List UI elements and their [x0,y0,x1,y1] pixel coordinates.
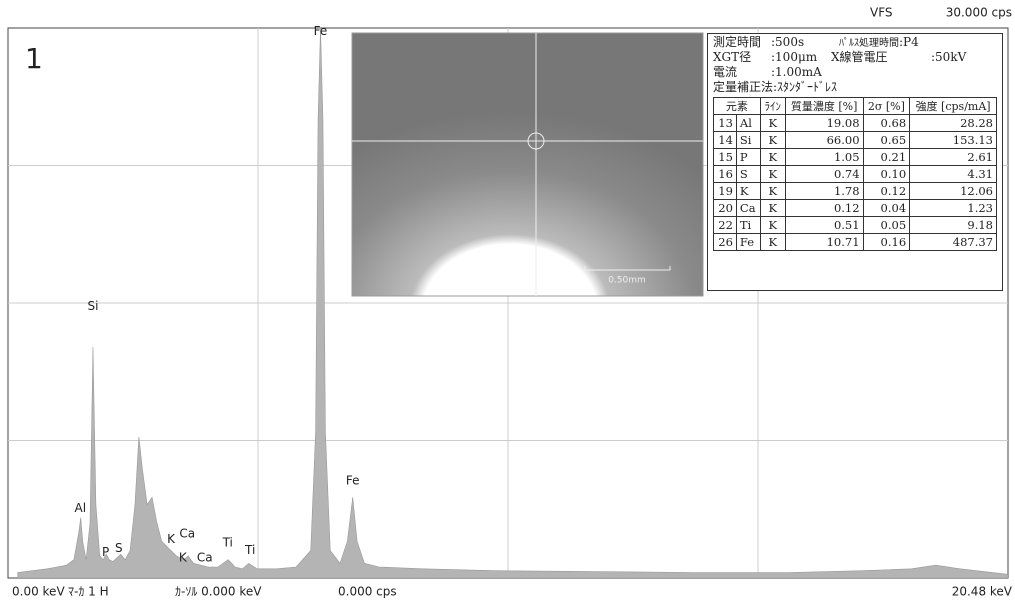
table-cell: 16 [713,165,737,183]
x-tick-label: 20.48 keV [952,585,1013,599]
table-cell: K [759,199,786,217]
table-cell: 0.10 [862,165,911,183]
table-row: 16 S K 0.74 0.10 4.31 [713,165,997,183]
table-cell: 0.12 [784,199,864,217]
table-cell: 0.68 [862,114,911,132]
table-cell: 28.28 [909,114,997,132]
table-cell: K [759,233,786,251]
peak-label: S [115,541,123,555]
results-table: 元素 ﾗｲﾝ 質量濃度 [%] 2σ [%] 強度 [cps/mA] 13 Al K 19.08… [713,97,997,251]
table-cell: 0.05 [862,216,911,234]
table-row: 15 P K 1.05 0.21 2.61 [713,148,997,166]
table-cell: 22 [713,216,737,234]
table-header: 強度 [cps/mA] [909,97,997,115]
info-method: 定量補正法:ｽﾀﾝﾀﾞｰﾄﾞﾚｽ [713,80,838,94]
table-cell: K [759,216,786,234]
table-cell: K [735,182,761,200]
table-cell: Si [735,131,761,149]
table-cell: 9.18 [909,216,997,234]
table-cell: 153.13 [909,131,997,149]
spectrum [17,28,1008,578]
peak-label: K [179,550,188,564]
table-cell: 1.23 [909,199,997,217]
table-cell: Fe [735,233,761,251]
table-cell: K [759,148,786,166]
table-cell: K [759,131,786,149]
table-cell: Ti [735,216,761,234]
table-cell: K [759,114,786,132]
scale-label: 0.50mm [608,276,646,286]
table-row: 26 Fe K 10.71 0.16 487.37 [713,233,997,251]
info-label: ﾊﾟﾙｽ処理時間 [839,38,899,49]
table-cell: 0.74 [784,165,864,183]
table-cell: 13 [713,114,737,132]
info-label: 電流 [713,65,738,79]
table-cell: 19.08 [784,114,864,132]
table-cell: 0.12 [862,182,911,200]
table-cell: 1.05 [784,148,864,166]
table-cell: 10.71 [784,233,864,251]
table-cell: 15 [713,148,737,166]
table-cell: S [735,165,761,183]
vfs-label: VFS [870,6,893,20]
cursor-cps: 0.000 cps [338,585,397,599]
peak-label: P [102,545,109,559]
info-label: X線管電圧 [831,50,888,64]
table-row: 14 Si K 66.00 0.65 153.13 [713,131,997,149]
info-value: :100μm [771,50,818,64]
table-cell: 487.37 [909,233,997,251]
info-label: 測定時間 [713,35,762,49]
peak-label: Ti [244,543,255,557]
table-cell: P [735,148,761,166]
info-value: :500s [771,35,805,49]
table-cell: Al [735,114,761,132]
table-cell: 26 [713,233,737,251]
table-cell: K [759,165,786,183]
table-cell: 0.04 [862,199,911,217]
cursor-text: ｶ-ｿﾙ 0.000 keV [175,585,262,599]
table-row: 19 K K 1.78 0.12 12.06 [713,182,997,200]
peak-label: Fe [314,24,328,38]
table-cell: K [759,182,786,200]
table-row: 20 Ca K 0.12 0.04 1.23 [713,199,997,217]
x-tick-label: 0.00 keV [12,585,65,599]
table-cell: 0.16 [862,233,911,251]
table-cell: 14 [713,131,737,149]
peak-label: Ca [197,550,213,564]
info-label: XGT径 [713,50,752,64]
table-cell: 0.51 [784,216,864,234]
table-cell: 66.00 [784,131,864,149]
y-tick-label: 30.000 cps [946,6,1012,20]
table-header: 質量濃度 [%] [784,97,864,115]
peak-label: Ti [222,536,233,550]
table-cell: 2.61 [909,148,997,166]
table-cell: 4.31 [909,165,997,183]
results-panel: 測定時間 :500s ﾊﾟﾙｽ処理時間:P4 XGT径 :100μm X線管電圧 :50k… [707,33,1003,291]
peak-label: Al [74,501,86,515]
table-cell: Ca [735,199,761,217]
peak-label: Fe [346,473,360,487]
peak-label: Si [87,299,98,313]
table-header: 元素 [713,97,761,115]
panel-number: 1 [25,42,43,75]
table-cell: 20 [713,199,737,217]
peak-label: K [167,532,176,546]
info-value: :P4 [899,35,919,49]
table-header: 2σ [%] [862,97,911,115]
table-row: 22 Ti K 0.51 0.05 9.18 [713,216,997,234]
info-value: :1.00mA [771,65,822,79]
table-cell: 19 [713,182,737,200]
table-header: ﾗｲﾝ [759,97,786,115]
marker-text: ﾏ-ｶ 1 H [68,585,109,599]
table-row: 13 Al K 19.08 0.68 28.28 [713,114,997,132]
info-value: :50kV [931,50,967,64]
table-cell: 0.21 [862,148,911,166]
inset-image: 0.50mm [351,32,704,297]
table-cell: 1.78 [784,182,864,200]
peak-label: Ca [179,527,195,541]
table-cell: 12.06 [909,182,997,200]
table-cell: 0.65 [862,131,911,149]
